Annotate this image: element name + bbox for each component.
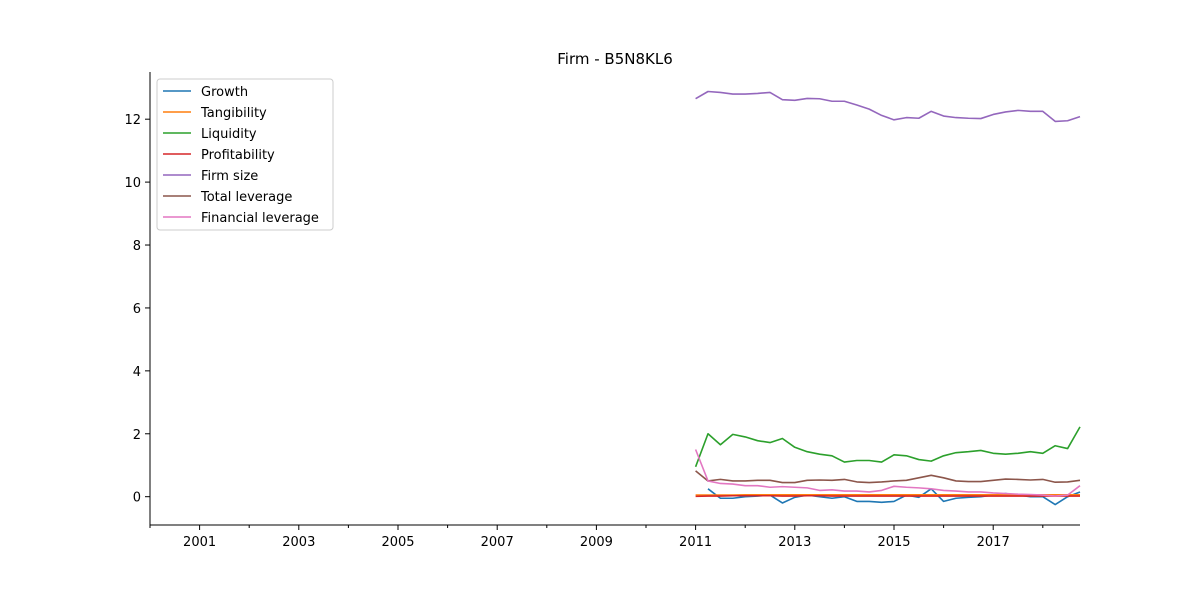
x-tick-label: 2013 (778, 535, 811, 550)
x-tick-label: 2017 (977, 535, 1010, 550)
legend-label-financial-leverage: Financial leverage (201, 211, 319, 226)
legend-label-growth: Growth (201, 85, 248, 100)
x-tick-label: 2005 (381, 535, 414, 550)
y-tick-label: 12 (124, 113, 141, 128)
y-tick-label: 8 (133, 239, 141, 254)
series-line-total-leverage (695, 470, 1081, 484)
y-tick-label: 4 (133, 365, 141, 380)
legend: Growth Tangibility Liquidity Profitability F… (156, 78, 334, 231)
legend-label-liquidity: Liquidity (201, 127, 257, 142)
x-tick-label: 2001 (183, 535, 216, 550)
x-tick-label: 2015 (877, 535, 910, 550)
series-line-liquidity (694, 426, 1081, 468)
axes (149, 72, 1080, 526)
chart-title: Firm - B5N8KL6 (557, 50, 673, 68)
y-tick-label: 10 (124, 176, 141, 191)
x-tick-label: 2007 (481, 535, 514, 550)
legend-label-tangibility: Tangibility (200, 106, 267, 121)
y-ticks: 0 2 4 6 8 10 12 (124, 113, 150, 506)
series-line-firm-size (695, 90, 1081, 123)
legend-label-profitability: Profitability (201, 148, 275, 163)
x-tick-label: 2009 (580, 535, 613, 550)
series-line-profitability (695, 494, 1080, 498)
plot-lines (694, 90, 1081, 506)
x-tick-label: 2003 (282, 535, 315, 550)
y-tick-label: 6 (133, 302, 141, 317)
legend-label-total-leverage: Total leverage (200, 190, 292, 205)
x-tick-label: 2011 (679, 535, 712, 550)
y-tick-label: 2 (133, 428, 141, 443)
series-line-financial-leverage (694, 449, 1081, 497)
legend-box (156, 78, 334, 231)
legend-label-firm-size: Firm size (201, 169, 258, 184)
y-tick-label: 0 (133, 491, 141, 506)
x-ticks: 2001 2003 2005 2007 2009 2011 2013 2015 2017 (149, 525, 1044, 550)
